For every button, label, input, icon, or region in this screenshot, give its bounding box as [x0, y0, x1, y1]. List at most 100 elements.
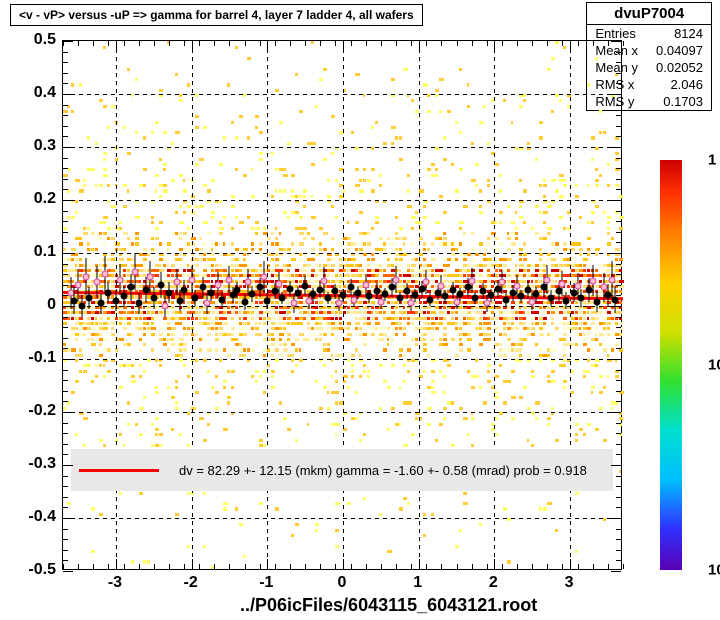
- stats-value: 0.04097: [656, 43, 703, 58]
- profile-point: [173, 279, 180, 286]
- plot-area: dv = 82.29 +- 12.15 (mkm) gamma = -1.60 …: [62, 40, 622, 570]
- ytick-label: -0.3: [28, 455, 56, 473]
- profile-point: [165, 289, 172, 296]
- profile-point: [158, 281, 165, 288]
- profile-point: [234, 287, 241, 294]
- profile-point: [105, 289, 112, 296]
- profile-point: [427, 296, 434, 303]
- profile-point: [150, 295, 157, 302]
- profile-point: [101, 271, 108, 278]
- profile-point: [275, 280, 282, 287]
- ytick-label: 0.5: [34, 31, 56, 49]
- ytick-label: -0.1: [28, 349, 56, 367]
- profile-point: [608, 276, 615, 283]
- profile-point: [532, 291, 539, 298]
- profile-point: [381, 291, 388, 298]
- ytick-label: -0.2: [28, 402, 56, 420]
- profile-point: [97, 300, 104, 307]
- profile-point: [396, 295, 403, 302]
- stats-label: Entries: [595, 26, 635, 41]
- profile-point: [94, 279, 101, 286]
- fit-result-box: dv = 82.29 +- 12.15 (mkm) gamma = -1.60 …: [71, 449, 613, 491]
- profile-point: [264, 297, 271, 304]
- colorbar-label: 10: [708, 562, 720, 579]
- profile-point: [347, 284, 354, 291]
- xtick-label: 2: [489, 574, 498, 592]
- profile-point: [559, 280, 566, 287]
- stats-value: 8124: [674, 26, 703, 41]
- profile-point: [392, 276, 399, 283]
- profile-point: [366, 293, 373, 300]
- profile-point: [563, 297, 570, 304]
- ytick-label: 0.4: [34, 84, 56, 102]
- profile-point: [131, 268, 138, 275]
- xtick-label: -2: [184, 574, 198, 592]
- profile-point: [78, 303, 85, 310]
- profile-point: [116, 276, 123, 283]
- profile-point: [589, 277, 596, 284]
- ytick-label: 0.3: [34, 137, 56, 155]
- profile-point: [294, 289, 301, 296]
- profile-point: [290, 300, 297, 307]
- profile-point: [355, 289, 362, 296]
- profile-point: [578, 295, 585, 302]
- profile-point: [468, 277, 475, 284]
- xtick-label: 0: [338, 574, 347, 592]
- profile-point: [192, 295, 199, 302]
- profile-point: [340, 292, 347, 299]
- profile-point: [188, 276, 195, 283]
- fit-legend-line: [79, 469, 159, 472]
- profile-point: [472, 295, 479, 302]
- ytick-label: -0.5: [28, 561, 56, 579]
- profile-point: [449, 287, 456, 294]
- profile-point: [147, 273, 154, 280]
- profile-point: [502, 296, 509, 303]
- stats-value: 0.1703: [663, 94, 703, 109]
- profile-point: [287, 286, 294, 293]
- stats-name: dvuP7004: [587, 3, 711, 25]
- plot-title: <v - vP> versus -uP => gamma for barrel …: [10, 4, 423, 26]
- fit-result-text: dv = 82.29 +- 12.15 (mkm) gamma = -1.60 …: [179, 463, 587, 478]
- xtick-label: -3: [108, 574, 122, 592]
- profile-point: [279, 295, 286, 302]
- profile-point: [498, 279, 505, 286]
- profile-point: [86, 295, 93, 302]
- ytick-label: 0.2: [34, 190, 56, 208]
- profile-point: [544, 276, 551, 283]
- profile-point: [120, 293, 127, 300]
- profile-point: [517, 293, 524, 300]
- profile-point: [324, 295, 331, 302]
- ytick-label: 0: [47, 296, 56, 314]
- colorbar-label: 10: [708, 357, 720, 374]
- profile-point: [321, 277, 328, 284]
- ytick-label: -0.4: [28, 508, 56, 526]
- ytick-label: 0.1: [34, 243, 56, 261]
- profile-point: [442, 293, 449, 300]
- profile-point: [218, 296, 225, 303]
- profile-point: [75, 281, 82, 288]
- profile-point: [203, 300, 210, 307]
- profile-point: [438, 282, 445, 289]
- profile-point: [332, 288, 339, 295]
- colorbar: [660, 160, 682, 570]
- profile-point: [200, 284, 207, 291]
- profile-point: [487, 292, 494, 299]
- profile-point: [162, 303, 169, 310]
- profile-point: [593, 298, 600, 305]
- profile-point: [457, 291, 464, 298]
- profile-point: [241, 298, 248, 305]
- filepath-label: ../P06icFiles/6043115_6043121.root: [240, 595, 537, 616]
- profile-point: [215, 281, 222, 288]
- profile-point: [548, 295, 555, 302]
- stats-value: 0.02052: [656, 60, 703, 75]
- profile-point: [226, 276, 233, 283]
- profile-point: [112, 297, 119, 304]
- xtick-label: 3: [565, 574, 574, 592]
- profile-point: [249, 291, 256, 298]
- stats-value: 2.046: [670, 77, 703, 92]
- profile-point: [260, 273, 267, 280]
- profile-point: [181, 287, 188, 294]
- xtick-label: 1: [413, 574, 422, 592]
- profile-point: [309, 291, 316, 298]
- profile-point: [245, 279, 252, 286]
